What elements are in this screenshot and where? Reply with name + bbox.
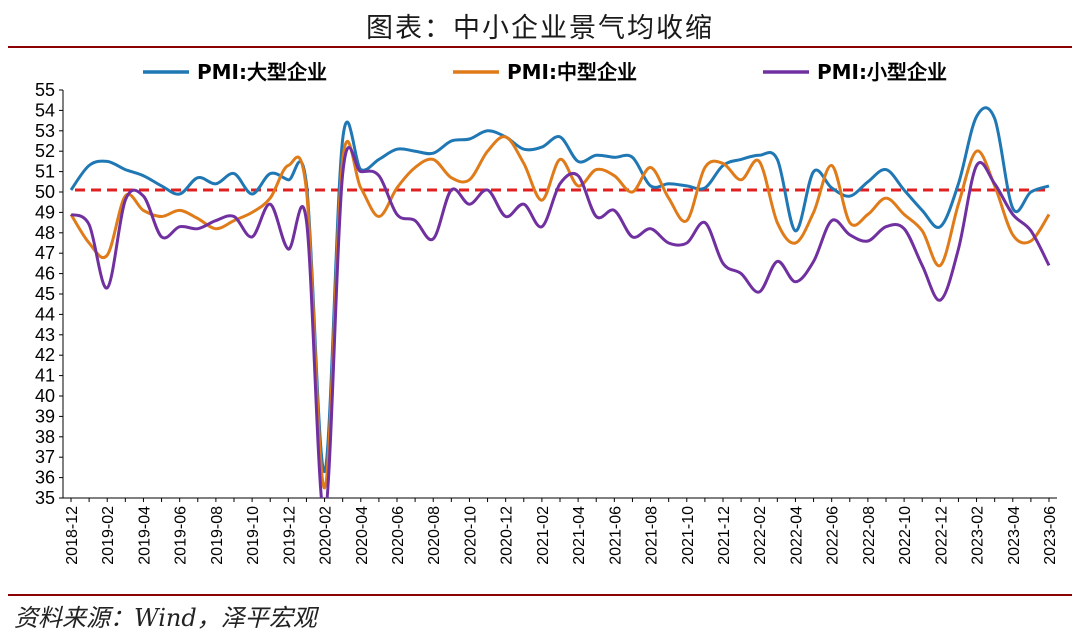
x-tick-label: 2023-02 xyxy=(970,506,987,565)
y-tick-label: 41 xyxy=(35,366,55,386)
y-tick-label: 38 xyxy=(35,427,55,447)
x-tick-label: 2023-06 xyxy=(1042,506,1059,565)
x-tick-label: 2021-02 xyxy=(535,506,552,565)
series-line-1 xyxy=(69,106,1050,474)
legend-label-1: PMI:大型企业 xyxy=(197,60,327,84)
x-tick-label: 2021-12 xyxy=(716,506,733,565)
y-tick-label: 49 xyxy=(35,202,55,222)
x-tick-label: 2020-10 xyxy=(462,506,479,565)
x-tick-label: 2020-06 xyxy=(390,506,407,565)
x-tick-label: 2020-08 xyxy=(426,506,443,565)
x-tick-label: 2019-12 xyxy=(281,506,298,565)
source-note: 资料来源：Wind，泽平宏观 xyxy=(14,604,317,632)
x-tick-label: 2022-04 xyxy=(788,506,805,565)
y-tick-label: 36 xyxy=(35,468,55,488)
x-tick-label: 2019-02 xyxy=(100,506,117,565)
y-tick-label: 44 xyxy=(35,304,55,324)
y-tick-label: 37 xyxy=(35,447,55,467)
y-tick-label: 53 xyxy=(35,121,55,141)
x-tick-label: 2022-10 xyxy=(897,506,914,565)
x-tick-label: 2019-06 xyxy=(173,506,190,565)
y-tick-label: 54 xyxy=(35,100,55,120)
x-tick-label: 2019-10 xyxy=(245,506,262,565)
y-tick-label: 40 xyxy=(35,386,55,406)
y-tick-label: 55 xyxy=(35,80,55,100)
y-tick-label: 42 xyxy=(35,345,55,365)
series-line-2 xyxy=(69,135,1051,490)
footer-divider xyxy=(8,594,1072,596)
y-tick-label: 46 xyxy=(35,264,55,284)
y-tick-label: 48 xyxy=(35,223,55,243)
x-tick-label: 2021-06 xyxy=(607,506,624,565)
x-tick-label: 2022-12 xyxy=(933,506,950,565)
y-tick-label: 45 xyxy=(35,284,55,304)
y-tick-label: 51 xyxy=(35,162,55,182)
series-line-3 xyxy=(70,146,1051,498)
x-tick-label: 2022-02 xyxy=(752,506,769,565)
x-tick-label: 2021-08 xyxy=(644,506,661,565)
title-divider xyxy=(8,46,1072,48)
x-tick-label: 2021-10 xyxy=(680,506,697,565)
y-tick-label: 39 xyxy=(35,406,55,426)
x-tick-label: 2020-04 xyxy=(354,506,371,565)
pmi-line-chart: 3536373839404142434445464748495051525354… xyxy=(35,60,1059,565)
x-tick-label: 2021-04 xyxy=(571,506,588,565)
x-tick-label: 2019-04 xyxy=(136,506,153,565)
page-title: 图表：中小企业景气均收缩 xyxy=(366,13,714,44)
legend-label-3: PMI:小型企业 xyxy=(817,60,947,84)
y-tick-label: 50 xyxy=(35,182,55,202)
y-tick-label: 35 xyxy=(35,488,55,508)
legend-label-2: PMI:中型企业 xyxy=(507,60,637,84)
y-tick-label: 52 xyxy=(35,141,55,161)
x-tick-label: 2020-12 xyxy=(499,506,516,565)
x-tick-label: 2018-12 xyxy=(64,506,81,565)
x-tick-label: 2020-02 xyxy=(318,506,335,565)
x-tick-label: 2022-06 xyxy=(825,506,842,565)
y-tick-label: 47 xyxy=(35,243,55,263)
x-tick-label: 2022-08 xyxy=(861,506,878,565)
y-tick-label: 43 xyxy=(35,325,55,345)
x-tick-label: 2019-08 xyxy=(209,506,226,565)
x-tick-label: 2023-04 xyxy=(1006,506,1023,565)
